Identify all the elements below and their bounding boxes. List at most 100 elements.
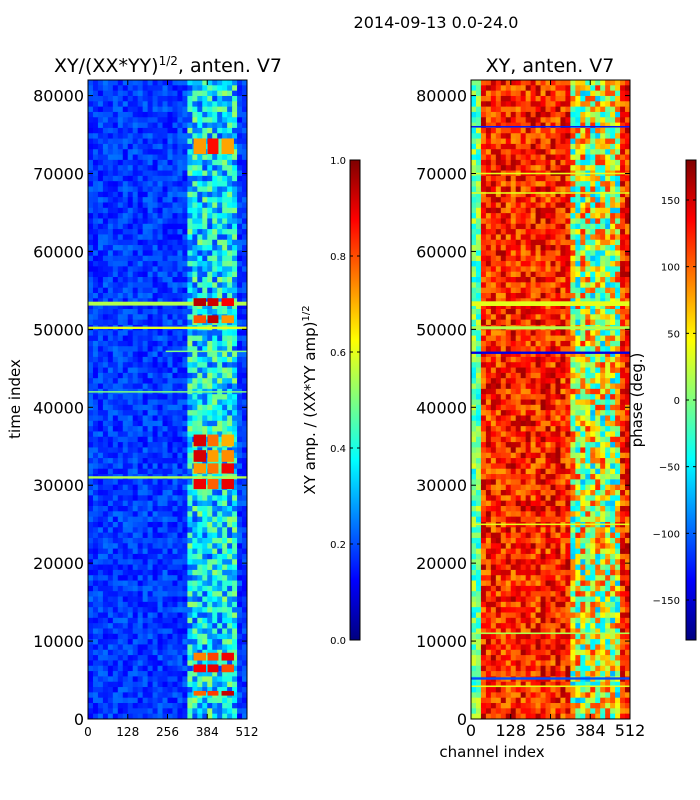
heatmap-cell bbox=[192, 372, 198, 379]
heatmap-cell bbox=[197, 202, 203, 209]
heatmap-cell bbox=[187, 548, 193, 555]
heatmap-cell bbox=[510, 111, 517, 118]
heatmap-cell bbox=[242, 516, 247, 523]
heatmap-cell bbox=[137, 601, 144, 608]
heatmap-cell bbox=[600, 213, 606, 220]
heatmap-cell bbox=[117, 111, 124, 118]
heatmap-cell bbox=[157, 543, 164, 550]
heatmap-cell bbox=[127, 261, 134, 267]
heatmap-cell bbox=[232, 175, 238, 182]
heatmap-cell bbox=[112, 676, 119, 683]
heatmap-cell bbox=[177, 442, 184, 449]
heatmap-cell bbox=[132, 197, 139, 204]
heatmap-cell bbox=[92, 207, 99, 214]
heatmap-cell bbox=[182, 303, 188, 310]
heatmap-cell bbox=[625, 138, 630, 145]
heatmap-cell bbox=[172, 372, 179, 379]
heatmap-cell bbox=[232, 665, 238, 672]
heatmap-cell bbox=[227, 181, 233, 188]
heatmap-cell bbox=[152, 676, 159, 683]
heatmap-cell bbox=[92, 90, 99, 97]
heatmap-cell bbox=[480, 127, 487, 134]
heatmap-cell bbox=[222, 335, 228, 342]
panel2-heatmap bbox=[471, 80, 630, 719]
heatmap-cell bbox=[147, 506, 154, 512]
heatmap-cell bbox=[600, 117, 606, 124]
heatmap-hotspot bbox=[221, 298, 234, 306]
heatmap-cell bbox=[127, 101, 134, 108]
heatmap-cell bbox=[207, 644, 213, 651]
heatmap-cell bbox=[242, 143, 247, 150]
heatmap-hotspot bbox=[221, 478, 234, 490]
heatmap-cell bbox=[147, 394, 154, 401]
heatmap-cell bbox=[157, 436, 164, 443]
heatmap-cell bbox=[117, 181, 124, 188]
heatmap-cell bbox=[182, 569, 188, 576]
heatmap-cell bbox=[495, 239, 502, 246]
heatmap-cell bbox=[157, 580, 164, 587]
heatmap-cell bbox=[605, 165, 611, 172]
heatmap-cell bbox=[122, 165, 129, 172]
heatmap-cell bbox=[535, 106, 542, 113]
heatmap-cell bbox=[187, 239, 193, 246]
heatmap-cell bbox=[107, 569, 114, 576]
heatmap-cell bbox=[88, 207, 94, 214]
heatmap-cell bbox=[172, 479, 179, 486]
heatmap-cell bbox=[495, 245, 502, 251]
heatmap-cell bbox=[102, 394, 109, 401]
heatmap-cell bbox=[212, 612, 218, 619]
heatmap-cell bbox=[112, 319, 119, 326]
heatmap-cell bbox=[102, 154, 109, 161]
heatmap-cell bbox=[471, 202, 477, 209]
heatmap-cell bbox=[97, 175, 104, 182]
heatmap-cell bbox=[132, 697, 139, 704]
heatmap-cell bbox=[202, 394, 208, 401]
heatmap-cell bbox=[530, 143, 537, 150]
heatmap-cell bbox=[157, 159, 164, 166]
heatmap-cell bbox=[232, 452, 238, 459]
x-tick-label: 512 bbox=[236, 725, 259, 739]
heatmap-cell bbox=[207, 367, 213, 374]
heatmap-cell bbox=[495, 202, 502, 209]
heatmap-cell bbox=[182, 500, 188, 507]
heatmap-cell bbox=[172, 591, 179, 598]
heatmap-cell bbox=[540, 138, 547, 145]
heatmap-cell bbox=[187, 521, 193, 528]
heatmap-cell bbox=[157, 202, 164, 209]
heatmap-cell bbox=[585, 245, 591, 251]
heatmap-cell bbox=[575, 165, 581, 172]
heatmap-cell bbox=[102, 399, 109, 406]
heatmap-cell bbox=[505, 111, 512, 118]
heatmap-cell bbox=[182, 506, 188, 512]
heatmap-cell bbox=[112, 660, 119, 667]
heatmap-hotspot bbox=[193, 478, 207, 490]
heatmap-cell bbox=[157, 90, 164, 97]
heatmap-cell bbox=[102, 223, 109, 230]
heatmap-cell bbox=[177, 383, 184, 390]
heatmap-cell bbox=[545, 154, 552, 161]
heatmap-cell bbox=[157, 575, 164, 582]
heatmap-cell bbox=[137, 90, 144, 97]
heatmap-cell bbox=[157, 255, 164, 262]
heatmap-cell bbox=[570, 111, 576, 118]
heatmap-cell bbox=[162, 703, 169, 709]
heatmap-cell bbox=[540, 80, 547, 86]
heatmap-cell bbox=[232, 346, 238, 353]
heatmap-cell bbox=[102, 580, 109, 587]
heatmap-cell bbox=[495, 223, 502, 230]
heatmap-cell bbox=[615, 143, 621, 150]
heatmap-cell bbox=[127, 245, 134, 251]
heatmap-cell bbox=[92, 303, 99, 310]
heatmap-cell bbox=[102, 644, 109, 651]
heatmap-cell bbox=[232, 95, 238, 102]
heatmap-cell bbox=[540, 245, 547, 251]
heatmap-cell bbox=[162, 575, 169, 582]
heatmap-cell bbox=[192, 394, 198, 401]
heatmap-cell bbox=[540, 239, 547, 246]
heatmap-cell bbox=[485, 229, 492, 236]
heatmap-cell bbox=[187, 500, 193, 507]
heatmap-cell bbox=[227, 671, 233, 677]
heatmap-cell bbox=[167, 644, 174, 651]
heatmap-cell bbox=[147, 490, 154, 496]
heatmap-cell bbox=[117, 639, 124, 646]
